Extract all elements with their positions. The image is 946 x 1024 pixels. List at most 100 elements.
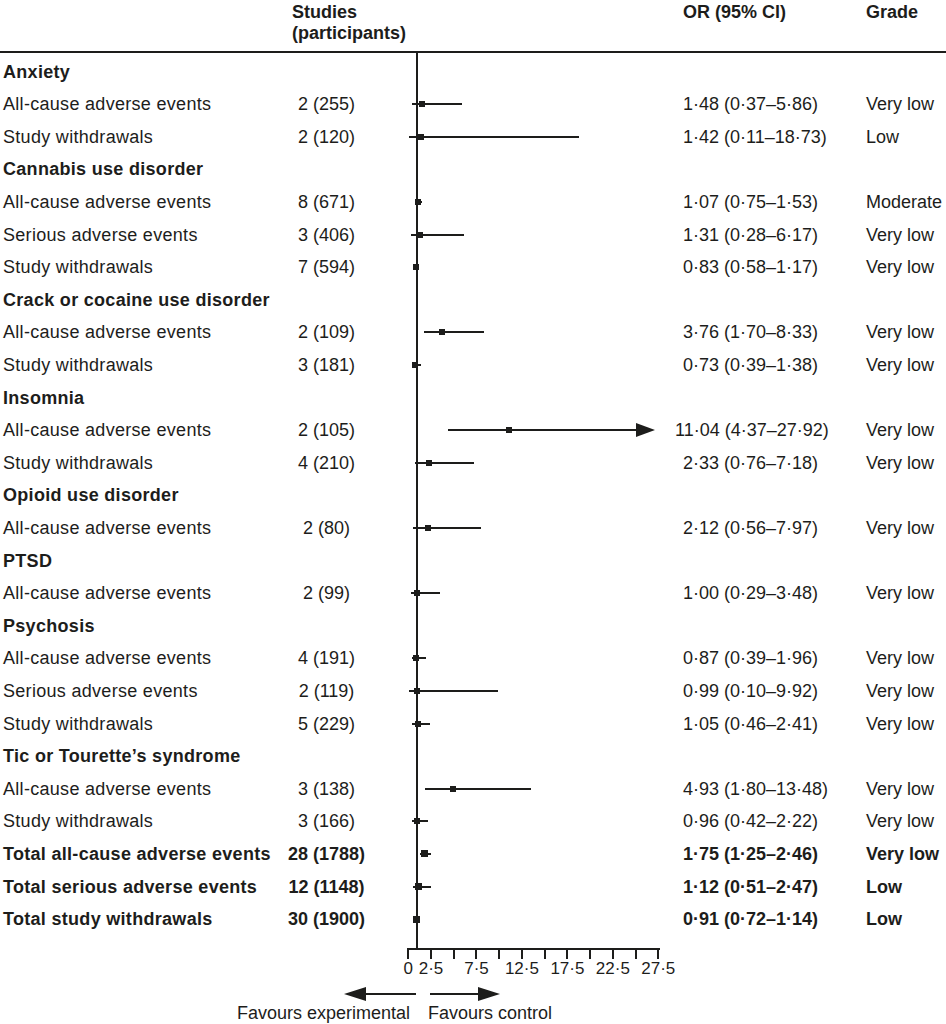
grade-value: Very low	[866, 354, 934, 376]
studies-value: 2 (120)	[246, 126, 407, 148]
studies-value: 2 (119)	[246, 680, 407, 702]
outcome-label: Study withdrawals	[3, 452, 153, 474]
or-ci-value: 1·00 (0·29–3·48)	[683, 582, 818, 604]
outcome-label: Study withdrawals	[3, 810, 153, 832]
studies-value: 3 (138)	[246, 778, 407, 800]
x-axis-tick	[544, 948, 546, 959]
column-header-studies: Studies (participants)	[292, 2, 406, 44]
grade-value: Low	[866, 876, 902, 898]
column-header-studies-line1: Studies	[292, 2, 406, 23]
group-label: Cannabis use disorder	[3, 158, 203, 180]
x-axis-tick	[407, 948, 409, 959]
grade-value: Very low	[866, 810, 934, 832]
outcome-label: All-cause adverse events	[3, 582, 211, 604]
or-point-marker	[418, 134, 424, 140]
grade-value: Low	[866, 908, 902, 930]
grade-value: Very low	[866, 93, 934, 115]
outcome-label: Study withdrawals	[3, 256, 153, 278]
outcome-label: Study withdrawals	[3, 354, 153, 376]
ci-clipped-arrowhead-icon	[636, 423, 655, 437]
studies-value: 8 (671)	[246, 191, 407, 213]
studies-value: 2 (99)	[246, 582, 407, 604]
or-point-marker	[413, 655, 419, 661]
no-effect-line	[416, 53, 418, 949]
or-point-marker	[414, 688, 420, 694]
studies-value: 30 (1900)	[246, 908, 407, 930]
group-label: PTSD	[3, 550, 52, 572]
group-label: Insomnia	[3, 387, 84, 409]
or-ci-value: 1·05 (0·46–2·41)	[683, 713, 818, 735]
or-point-marker	[425, 525, 431, 531]
grade-value: Very low	[866, 582, 934, 604]
ci-line	[448, 429, 638, 431]
or-point-marker	[421, 850, 428, 857]
grade-value: Very low	[866, 452, 934, 474]
outcome-label: Serious adverse events	[3, 680, 198, 702]
ci-line	[415, 462, 473, 464]
or-point-marker	[415, 199, 421, 205]
column-header-grade: Grade	[866, 2, 918, 23]
x-axis-tick	[430, 948, 432, 959]
or-point-marker	[415, 883, 422, 890]
header-rule	[0, 51, 946, 53]
or-ci-value: 0·91 (0·72–1·14)	[683, 908, 818, 930]
outcome-label: All-cause adverse events	[3, 647, 211, 669]
outcome-label: All-cause adverse events	[3, 191, 211, 213]
grade-value: Low	[866, 126, 899, 148]
x-axis-tick-label: 27·5	[641, 959, 675, 979]
or-ci-value: 4·93 (1·80–13·48)	[683, 778, 828, 800]
x-axis-tick-label: 0	[404, 959, 413, 979]
grade-value: Very low	[866, 256, 934, 278]
or-ci-value: 1·75 (1·25–2·46)	[683, 843, 818, 865]
or-ci-value: 1·12 (0·51–2·47)	[683, 876, 818, 898]
x-axis-tick-label: 12·5	[505, 959, 539, 979]
x-axis-tick-label: 2·5	[419, 959, 444, 979]
ci-line	[424, 331, 484, 333]
x-axis-tick	[475, 948, 477, 959]
studies-value: 2 (255)	[246, 93, 407, 115]
or-ci-value: 1·48 (0·37–5·86)	[683, 93, 818, 115]
studies-value: 3 (166)	[246, 810, 407, 832]
x-axis-tick	[566, 948, 568, 959]
grade-value: Very low	[866, 321, 934, 343]
favours-experimental-arrow-line	[364, 993, 416, 995]
group-label: Psychosis	[3, 615, 95, 637]
or-point-marker	[414, 590, 420, 596]
x-axis-tick-label: 22·5	[596, 959, 630, 979]
outcome-label: Total all-cause adverse events	[3, 843, 271, 865]
outcome-label: All-cause adverse events	[3, 778, 211, 800]
or-point-marker	[439, 329, 445, 335]
grade-value: Very low	[866, 778, 934, 800]
or-ci-value: 1·07 (0·75–1·53)	[683, 191, 818, 213]
or-ci-value: 3·76 (1·70–8·33)	[683, 321, 818, 343]
or-point-marker	[419, 101, 425, 107]
studies-value: 28 (1788)	[246, 843, 407, 865]
favours-control-label: Favours control	[428, 1002, 552, 1024]
studies-value: 5 (229)	[246, 713, 407, 735]
ci-line	[409, 690, 498, 692]
outcome-label: Serious adverse events	[3, 224, 198, 246]
outcome-label: Study withdrawals	[3, 126, 153, 148]
or-point-marker	[414, 818, 420, 824]
or-ci-value: 1·42 (0·11–18·73)	[683, 126, 827, 148]
or-point-marker	[426, 460, 432, 466]
or-ci-value: 0·87 (0·39–1·96)	[683, 647, 818, 669]
group-label: Tic or Tourette’s syndrome	[3, 745, 241, 767]
favours-experimental-arrowhead-icon	[344, 987, 366, 1001]
or-point-marker	[415, 721, 421, 727]
favours-experimental-label: Favours experimental	[237, 1002, 410, 1024]
x-axis-tick-label: 7·5	[464, 959, 489, 979]
favours-control-arrowhead-icon	[478, 987, 500, 1001]
or-point-marker	[450, 786, 456, 792]
or-ci-value: 0·83 (0·58–1·17)	[683, 256, 818, 278]
ci-line	[409, 136, 578, 138]
grade-value: Very low	[866, 647, 934, 669]
outcome-label: Total serious adverse events	[3, 876, 257, 898]
grade-value: Very low	[866, 843, 939, 865]
x-axis-line	[407, 948, 660, 950]
x-axis-tick	[657, 948, 659, 959]
studies-value: 2 (80)	[246, 517, 407, 539]
or-ci-value: 2·12 (0·56–7·97)	[683, 517, 818, 539]
grade-value: Very low	[866, 517, 934, 539]
or-ci-value: 0·99 (0·10–9·92)	[683, 680, 818, 702]
